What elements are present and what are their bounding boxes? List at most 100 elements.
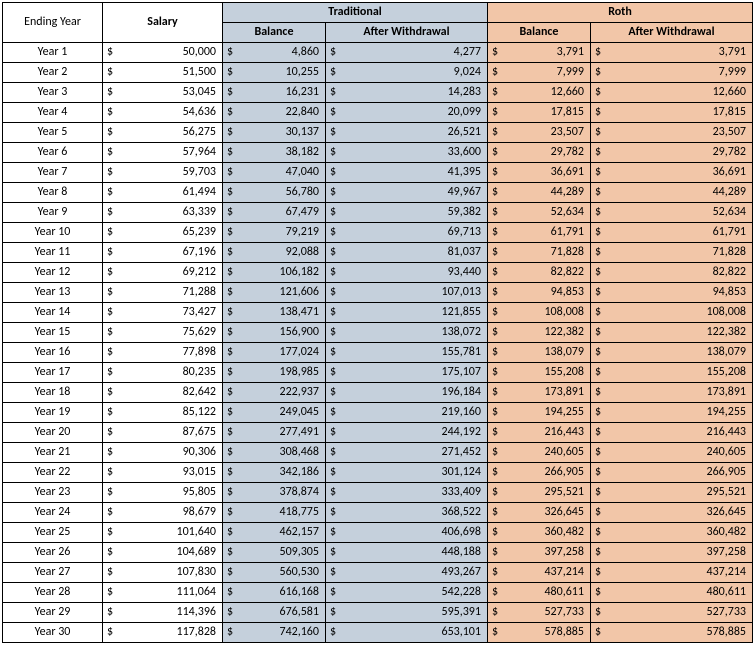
cell-traditional-after-withdrawal: $155,781 <box>325 343 487 363</box>
cell-roth-balance: $61,791 <box>487 223 590 243</box>
cell-year: Year 25 <box>3 523 103 543</box>
cell-roth-balance: $71,828 <box>487 243 590 263</box>
cell-roth-balance: $108,008 <box>487 303 590 323</box>
cell-traditional-after-withdrawal: $406,698 <box>325 523 487 543</box>
cell-year: Year 16 <box>3 343 103 363</box>
header-traditional-balance: Balance <box>223 23 326 43</box>
cell-roth-balance: $173,891 <box>487 383 590 403</box>
cell-roth-after-withdrawal: $326,645 <box>590 503 752 523</box>
cell-roth-after-withdrawal: $36,691 <box>590 163 752 183</box>
cell-traditional-after-withdrawal: $59,382 <box>325 203 487 223</box>
cell-traditional-balance: $56,780 <box>223 183 326 203</box>
cell-traditional-balance: $92,088 <box>223 243 326 263</box>
cell-year: Year 18 <box>3 383 103 403</box>
cell-traditional-after-withdrawal: $121,855 <box>325 303 487 323</box>
cell-traditional-balance: $30,137 <box>223 123 326 143</box>
cell-traditional-balance: $79,219 <box>223 223 326 243</box>
table-row: Year 13$71,288$121,606$107,013$94,853$94… <box>3 283 753 303</box>
cell-traditional-after-withdrawal: $107,013 <box>325 283 487 303</box>
cell-salary: $53,045 <box>103 83 223 103</box>
cell-traditional-balance: $138,471 <box>223 303 326 323</box>
cell-year: Year 22 <box>3 463 103 483</box>
cell-year: Year 3 <box>3 83 103 103</box>
cell-year: Year 11 <box>3 243 103 263</box>
cell-traditional-balance: $616,168 <box>223 583 326 603</box>
cell-roth-after-withdrawal: $3,791 <box>590 43 752 63</box>
cell-year: Year 2 <box>3 63 103 83</box>
cell-salary: $85,122 <box>103 403 223 423</box>
cell-year: Year 5 <box>3 123 103 143</box>
cell-roth-balance: $82,822 <box>487 263 590 283</box>
cell-traditional-after-withdrawal: $271,452 <box>325 443 487 463</box>
cell-salary: $87,675 <box>103 423 223 443</box>
table-row: Year 21$90,306$308,468$271,452$240,605$2… <box>3 443 753 463</box>
cell-traditional-after-withdrawal: $301,124 <box>325 463 487 483</box>
cell-salary: $82,642 <box>103 383 223 403</box>
cell-roth-balance: $155,208 <box>487 363 590 383</box>
cell-roth-after-withdrawal: $480,611 <box>590 583 752 603</box>
cell-year: Year 12 <box>3 263 103 283</box>
cell-year: Year 7 <box>3 163 103 183</box>
cell-salary: $77,898 <box>103 343 223 363</box>
cell-year: Year 17 <box>3 363 103 383</box>
cell-year: Year 27 <box>3 563 103 583</box>
table-row: Year 11$67,196$92,088$81,037$71,828$71,8… <box>3 243 753 263</box>
table-row: Year 22$93,015$342,186$301,124$266,905$2… <box>3 463 753 483</box>
cell-salary: $111,064 <box>103 583 223 603</box>
cell-year: Year 29 <box>3 603 103 623</box>
cell-roth-balance: $326,645 <box>487 503 590 523</box>
cell-roth-after-withdrawal: $82,822 <box>590 263 752 283</box>
table-row: Year 7$59,703$47,040$41,395$36,691$36,69… <box>3 163 753 183</box>
cell-traditional-balance: $308,468 <box>223 443 326 463</box>
cell-roth-balance: $194,255 <box>487 403 590 423</box>
cell-roth-balance: $122,382 <box>487 323 590 343</box>
cell-traditional-balance: $676,581 <box>223 603 326 623</box>
table-row: Year 27$107,830$560,530$493,267$437,214$… <box>3 563 753 583</box>
cell-salary: $90,306 <box>103 443 223 463</box>
cell-roth-after-withdrawal: $295,521 <box>590 483 752 503</box>
cell-roth-after-withdrawal: $360,482 <box>590 523 752 543</box>
cell-salary: $57,964 <box>103 143 223 163</box>
cell-traditional-balance: $198,985 <box>223 363 326 383</box>
cell-traditional-balance: $177,024 <box>223 343 326 363</box>
cell-traditional-after-withdrawal: $9,024 <box>325 63 487 83</box>
cell-year: Year 6 <box>3 143 103 163</box>
cell-salary: $63,339 <box>103 203 223 223</box>
cell-roth-after-withdrawal: $155,208 <box>590 363 752 383</box>
cell-roth-balance: $94,853 <box>487 283 590 303</box>
cell-salary: $51,500 <box>103 63 223 83</box>
cell-year: Year 30 <box>3 623 103 643</box>
cell-roth-balance: $437,214 <box>487 563 590 583</box>
header-traditional: Traditional <box>223 3 488 23</box>
cell-traditional-after-withdrawal: $20,099 <box>325 103 487 123</box>
cell-traditional-after-withdrawal: $493,267 <box>325 563 487 583</box>
cell-roth-balance: $138,079 <box>487 343 590 363</box>
cell-traditional-after-withdrawal: $196,184 <box>325 383 487 403</box>
table-row: Year 2$51,500$10,255$9,024$7,999$7,999 <box>3 63 753 83</box>
cell-salary: $101,640 <box>103 523 223 543</box>
cell-salary: $80,235 <box>103 363 223 383</box>
table-row: Year 9$63,339$67,479$59,382$52,634$52,63… <box>3 203 753 223</box>
header-roth: Roth <box>487 3 752 23</box>
cell-roth-after-withdrawal: $7,999 <box>590 63 752 83</box>
cell-salary: $98,679 <box>103 503 223 523</box>
cell-traditional-after-withdrawal: $33,600 <box>325 143 487 163</box>
table-row: Year 3$53,045$16,231$14,283$12,660$12,66… <box>3 83 753 103</box>
cell-year: Year 15 <box>3 323 103 343</box>
cell-year: Year 8 <box>3 183 103 203</box>
cell-traditional-after-withdrawal: $542,228 <box>325 583 487 603</box>
cell-salary: $107,830 <box>103 563 223 583</box>
cell-roth-balance: $23,507 <box>487 123 590 143</box>
table-row: Year 12$69,212$106,182$93,440$82,822$82,… <box>3 263 753 283</box>
table-row: Year 16$77,898$177,024$155,781$138,079$1… <box>3 343 753 363</box>
header-salary: Salary <box>103 3 223 43</box>
cell-roth-after-withdrawal: $108,008 <box>590 303 752 323</box>
cell-traditional-after-withdrawal: $81,037 <box>325 243 487 263</box>
table-row: Year 1$50,000$4,860$4,277$3,791$3,791 <box>3 43 753 63</box>
cell-traditional-balance: $342,186 <box>223 463 326 483</box>
table-row: Year 15$75,629$156,900$138,072$122,382$1… <box>3 323 753 343</box>
cell-traditional-balance: $106,182 <box>223 263 326 283</box>
cell-traditional-balance: $16,231 <box>223 83 326 103</box>
cell-salary: $75,629 <box>103 323 223 343</box>
cell-roth-after-withdrawal: $122,382 <box>590 323 752 343</box>
